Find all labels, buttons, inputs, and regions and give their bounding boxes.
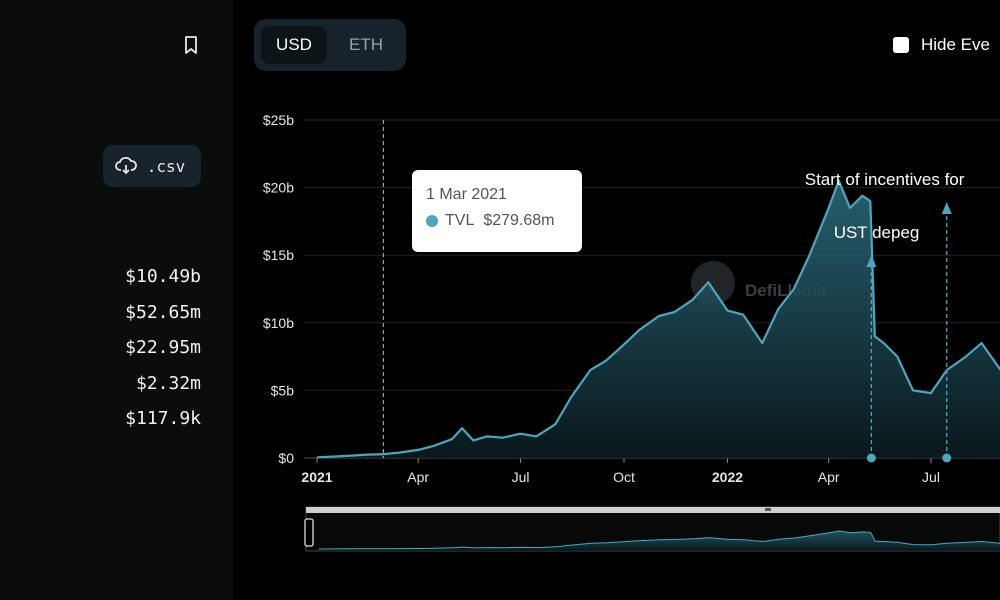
x-tick-label: Apr — [407, 469, 429, 485]
y-tick-label: $15b — [263, 247, 294, 263]
y-tick-label: $5b — [271, 382, 295, 398]
tvl-area — [317, 180, 1000, 458]
event-dot — [866, 453, 876, 463]
y-tick-label: $20b — [263, 180, 294, 196]
hide-events-label: Hide Eve — [921, 35, 990, 54]
tvl-line — [316, 179, 1000, 459]
currency-toggle: USD ETH — [254, 19, 406, 71]
currency-usd-button[interactable]: USD — [261, 26, 327, 64]
y-tick-label: $10b — [263, 315, 294, 331]
stats-list: $10.49b $52.65m $22.95m $2.32m $117.9k — [0, 264, 201, 442]
x-tick-label: 2021 — [301, 469, 332, 485]
brush-line — [318, 530, 1000, 550]
stat-value: $117.9k — [125, 408, 201, 429]
event-dot — [942, 453, 952, 463]
sidebar: .csv $10.49b $52.65m $22.95m $2.32m $117… — [0, 0, 233, 600]
x-tick-label: 2022 — [712, 469, 743, 485]
stat-value: $52.65m — [125, 301, 201, 323]
x-tick-label: Jul — [512, 469, 530, 485]
y-tick-label: $0 — [278, 450, 294, 466]
x-tick-label: Apr — [818, 469, 840, 485]
stat-value: $2.32m — [135, 372, 201, 394]
download-csv-button[interactable]: .csv — [103, 145, 201, 187]
tooltip-date: 1 Mar 2021 — [426, 186, 507, 203]
event-arrow — [866, 255, 877, 267]
event-label: Start of incentives for — [805, 170, 965, 189]
brush-area — [319, 531, 1000, 551]
stat-value: $10.49b — [125, 266, 201, 287]
cloud-download-icon — [114, 156, 137, 175]
x-tick-label: Jul — [922, 469, 940, 485]
hide-events-checkbox[interactable] — [893, 37, 909, 53]
brush-grip — [765, 508, 771, 511]
tooltip-series-dot — [426, 215, 438, 227]
hide-events-toggle[interactable]: Hide Eve — [893, 35, 990, 55]
csv-label: .csv — [146, 156, 186, 176]
y-tick-label: $25b — [263, 112, 294, 128]
x-tick-label: Oct — [613, 469, 635, 485]
bookmark-icon[interactable] — [180, 34, 202, 56]
tooltip-value: $279.68m — [483, 212, 555, 229]
tooltip-series-name: TVL — [445, 212, 475, 229]
event-arrow — [941, 202, 952, 214]
brush-top-bar — [306, 507, 1000, 513]
currency-eth-button[interactable]: ETH — [349, 35, 383, 54]
brush-handle[interactable] — [304, 518, 314, 547]
stat-value: $22.95m — [125, 337, 201, 358]
chart-tooltip: 1 Mar 2021 TVL $279.68m — [412, 170, 582, 252]
event-label: UST depeg — [834, 223, 920, 242]
